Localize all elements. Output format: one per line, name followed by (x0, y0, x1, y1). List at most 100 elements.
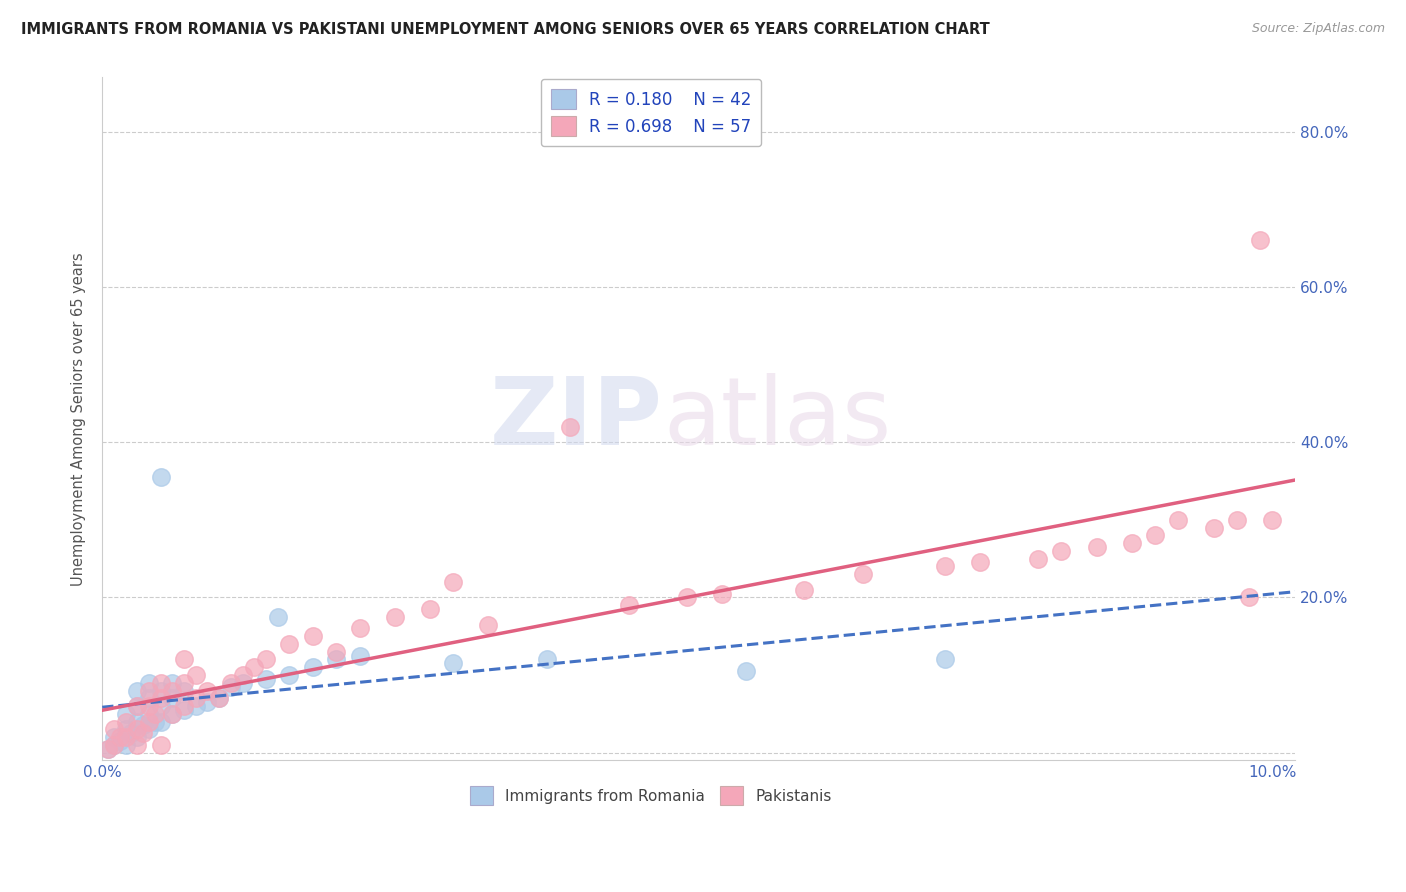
Point (184, 691, 207, 706)
Point (197, 695, 219, 709)
Point (162, 706, 184, 721)
Point (278, 637, 301, 651)
Point (143, 706, 166, 721)
Point (197, 683, 219, 698)
Point (108, 730, 131, 744)
Legend: Immigrants from Romania, Pakistanis: Immigrants from Romania, Pakistanis (461, 777, 841, 814)
Point (1226, 513, 1249, 527)
Point (254, 672, 277, 686)
Point (149, 738, 172, 752)
Point (232, 675, 254, 690)
Point (793, 582, 815, 597)
Point (114, 738, 136, 752)
Point (149, 691, 172, 706)
Point (103, 730, 125, 744)
Point (477, 617, 499, 632)
Point (132, 726, 155, 740)
Point (127, 723, 149, 737)
Point (1237, 591, 1260, 605)
Point (1249, 234, 1271, 248)
Text: ZIP: ZIP (491, 373, 664, 465)
Point (120, 726, 142, 740)
Point (127, 699, 149, 714)
Y-axis label: Unemployment Among Seniors over 65 years: Unemployment Among Seniors over 65 years (72, 252, 86, 586)
Point (1261, 513, 1284, 527)
Point (103, 738, 125, 752)
Point (243, 660, 266, 674)
Point (97, 741, 120, 756)
Point (301, 629, 323, 643)
Point (441, 574, 464, 589)
Point (711, 586, 734, 600)
Point (232, 668, 254, 682)
Point (97, 741, 120, 756)
Point (1202, 520, 1225, 534)
Point (934, 652, 956, 666)
Point (219, 675, 242, 690)
Point (127, 730, 149, 744)
Text: IMMIGRANTS FROM ROMANIA VS PAKISTANI UNEMPLOYMENT AMONG SENIORS OVER 65 YEARS CO: IMMIGRANTS FROM ROMANIA VS PAKISTANI UNE… (21, 22, 990, 37)
Point (173, 675, 195, 690)
Point (278, 668, 301, 682)
Point (301, 660, 323, 674)
Point (173, 703, 195, 717)
Point (441, 657, 464, 671)
Point (143, 714, 166, 729)
Point (114, 714, 136, 729)
Point (162, 691, 184, 706)
Point (162, 706, 184, 721)
Point (1121, 536, 1143, 550)
Point (325, 652, 347, 666)
Point (127, 683, 149, 698)
Point (149, 699, 172, 714)
Point (1085, 540, 1108, 554)
Point (1026, 551, 1049, 566)
Point (127, 738, 149, 752)
Point (676, 591, 699, 605)
Point (149, 675, 172, 690)
Point (384, 609, 406, 624)
Point (138, 691, 160, 706)
Point (208, 691, 231, 706)
Point (536, 652, 558, 666)
Point (114, 730, 136, 744)
Point (617, 598, 640, 612)
Point (138, 675, 160, 690)
Point (325, 645, 347, 659)
Point (127, 714, 149, 729)
Point (184, 699, 207, 714)
Point (1050, 544, 1073, 558)
Point (108, 734, 131, 748)
Point (138, 723, 160, 737)
Point (114, 706, 136, 721)
Point (349, 622, 371, 636)
Point (103, 723, 125, 737)
Point (173, 652, 195, 666)
Point (173, 699, 195, 714)
Point (852, 567, 875, 582)
Point (114, 723, 136, 737)
Point (349, 648, 371, 663)
Point (173, 683, 195, 698)
Point (934, 559, 956, 574)
Point (149, 470, 172, 484)
Point (162, 683, 184, 698)
Point (162, 675, 184, 690)
Point (138, 706, 160, 721)
Point (149, 683, 172, 698)
Point (138, 683, 160, 698)
Text: atlas: atlas (664, 373, 891, 465)
Point (219, 680, 242, 694)
Point (138, 714, 160, 729)
Point (138, 699, 160, 714)
Point (132, 718, 155, 732)
Text: Source: ZipAtlas.com: Source: ZipAtlas.com (1251, 22, 1385, 36)
Point (419, 602, 441, 616)
Point (103, 738, 125, 752)
Point (127, 699, 149, 714)
Point (149, 714, 172, 729)
Point (560, 419, 582, 434)
Point (254, 652, 277, 666)
Point (267, 609, 290, 624)
Point (208, 691, 231, 706)
